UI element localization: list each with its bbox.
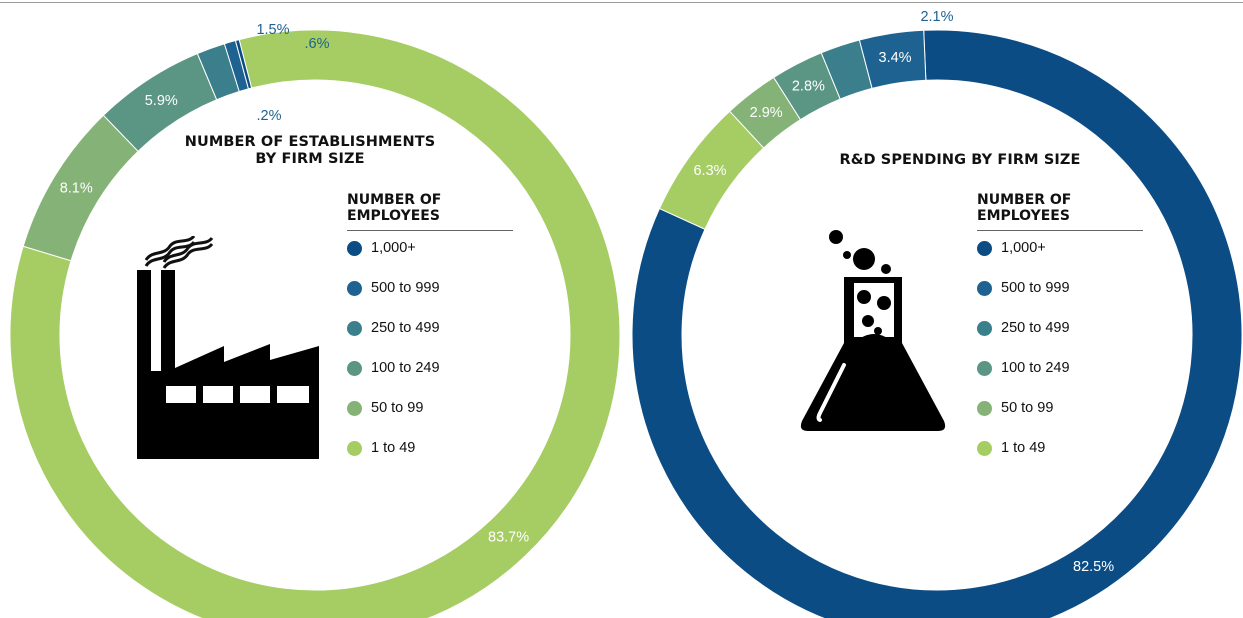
top-divider — [0, 2, 1243, 3]
legend-item-1000plus: 1,000+ — [347, 228, 440, 268]
legend-divider — [347, 230, 513, 231]
chart-title: R&D SPENDING BY FIRM SIZE — [790, 152, 1130, 169]
legend-divider — [977, 230, 1143, 231]
slice-label: 1.5% — [256, 22, 289, 38]
legend-heading: NUMBER OF EMPLOYEES — [347, 192, 441, 224]
legend-label: 500 to 999 — [1001, 280, 1070, 296]
legend-item-50-99: 50 to 99 — [977, 388, 1070, 428]
slice-label: .6% — [305, 36, 330, 52]
legend-item-100-249: 100 to 249 — [977, 348, 1070, 388]
legend-label: 50 to 99 — [1001, 400, 1054, 416]
legend-label: 1 to 49 — [1001, 440, 1046, 456]
slice-label: 5.9% — [145, 93, 178, 109]
slice-1-to-49 — [9, 29, 621, 618]
slice-1-000 — [234, 38, 253, 90]
legend-label: 250 to 499 — [371, 320, 440, 336]
rd-spending-donut: 82.5% 6.3% 2.9% 2.8% 2.1% 3.4% — [631, 9, 1243, 618]
legend-item-500-999: 500 to 999 — [977, 268, 1070, 308]
chart-title-line-1: NUMBER OF ESTABLISHMENTS — [184, 134, 436, 150]
legend-label: 1,000+ — [371, 240, 416, 256]
legend-swatch — [977, 320, 992, 336]
legend-label: 100 to 249 — [1001, 360, 1070, 376]
legend-heading-line-2: EMPLOYEES — [977, 208, 1070, 224]
chart-title-line-2: BY FIRM SIZE — [255, 151, 365, 167]
slice-label: .2% — [257, 108, 282, 124]
slice-label: 8.1% — [60, 181, 93, 197]
legend-item-1-49: 1 to 49 — [977, 428, 1070, 468]
legend-swatch — [977, 440, 992, 456]
slice-label: 2.8% — [792, 78, 825, 94]
legend-swatch — [977, 360, 992, 376]
legend-swatch — [977, 240, 992, 256]
legend-item-250-499: 250 to 499 — [977, 308, 1070, 348]
legend-label: 500 to 999 — [371, 280, 440, 296]
legend-item-100-249: 100 to 249 — [347, 348, 440, 388]
legend-label: 100 to 249 — [371, 360, 440, 376]
slice-label: 82.5% — [1073, 559, 1114, 575]
slice-label: 2.9% — [750, 105, 783, 121]
slice-label: 6.3% — [693, 163, 726, 179]
slice-label: 83.7% — [488, 529, 529, 545]
legend-heading: NUMBER OF EMPLOYEES — [977, 192, 1071, 224]
legend-item-1-49: 1 to 49 — [347, 428, 440, 468]
chart-title: NUMBER OF ESTABLISHMENTS BY FIRM SIZE — [150, 134, 470, 168]
legend-label: 1,000+ — [1001, 240, 1046, 256]
legend-item-500-999: 500 to 999 — [347, 268, 440, 308]
legend-item-50-99: 50 to 99 — [347, 388, 440, 428]
legend-item-250-499: 250 to 499 — [347, 308, 440, 348]
legend-swatch — [347, 360, 362, 376]
legend-swatch — [347, 440, 362, 456]
slice-500-to-999 — [858, 29, 927, 90]
legend-heading-line-2: EMPLOYEES — [347, 208, 440, 224]
legend: 1,000+ 500 to 999 250 to 499 100 to 249 … — [977, 228, 1070, 468]
legend-swatch — [977, 400, 992, 416]
slice-label: 2.1% — [920, 9, 953, 25]
flask-icon — [800, 230, 946, 431]
rd-spending-chart: 82.5% 6.3% 2.9% 2.8% 2.1% 3.4% R&D SPENDING B… — [631, 0, 1243, 618]
establishments-donut: 83.7% 8.1% 5.9% 1.5% .6% .2% — [9, 22, 621, 618]
legend-heading-line-1: NUMBER OF — [347, 192, 442, 208]
legend-swatch — [347, 240, 362, 256]
factory-icon — [137, 236, 319, 459]
slice-label: 3.4% — [879, 50, 912, 66]
legend-swatch — [977, 280, 992, 296]
chart-title-line-1: R&D SPENDING BY FIRM SIZE — [839, 152, 1081, 168]
slice-1-000 — [631, 29, 1243, 618]
legend-item-1000plus: 1,000+ — [977, 228, 1070, 268]
legend-swatch — [347, 400, 362, 416]
legend-label: 1 to 49 — [371, 440, 416, 456]
establishments-chart: 83.7% 8.1% 5.9% 1.5% .6% .2% NUMBER OF ESTABL… — [9, 22, 621, 618]
legend-label: 250 to 499 — [1001, 320, 1070, 336]
legend: 1,000+ 500 to 999 250 to 499 100 to 249 … — [347, 228, 440, 468]
legend-heading-line-1: NUMBER OF — [977, 192, 1072, 208]
legend-swatch — [347, 280, 362, 296]
legend-swatch — [347, 320, 362, 336]
legend-label: 50 to 99 — [371, 400, 424, 416]
